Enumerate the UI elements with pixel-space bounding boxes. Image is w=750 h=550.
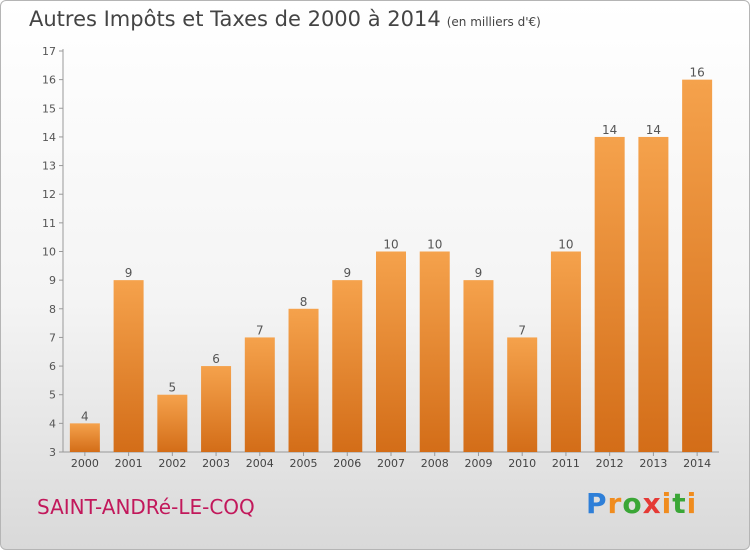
- bar: [507, 337, 538, 452]
- data-label: 16: [689, 66, 704, 80]
- y-tick-label: 16: [42, 74, 56, 87]
- bar: [594, 136, 625, 452]
- bar: [201, 366, 232, 452]
- proxiti-logo[interactable]: Proxiti: [586, 487, 698, 520]
- chart-subtitle: (en milliers d'€): [446, 15, 541, 29]
- y-tick-label: 3: [49, 446, 56, 459]
- y-tick-label: 10: [42, 246, 56, 259]
- data-label: 10: [558, 238, 573, 252]
- x-tick-label: 2010: [508, 457, 536, 470]
- data-label: 14: [602, 123, 617, 137]
- x-tick-label: 2006: [333, 457, 361, 470]
- x-tick-label: 2000: [71, 457, 99, 470]
- data-label: 14: [646, 123, 661, 137]
- bar: [244, 337, 275, 452]
- x-tick-label: 2011: [552, 457, 580, 470]
- data-label: 9: [343, 266, 351, 280]
- x-tick-label: 2005: [290, 457, 318, 470]
- bar: [550, 251, 581, 452]
- data-label: 10: [427, 238, 442, 252]
- x-tick-label: 2003: [202, 457, 230, 470]
- bar: [638, 136, 669, 452]
- y-tick-label: 9: [49, 274, 56, 287]
- bar: [69, 423, 100, 452]
- data-label: 6: [212, 352, 220, 366]
- bar: [332, 280, 363, 452]
- data-label: 7: [256, 323, 264, 337]
- y-tick-label: 15: [42, 102, 56, 115]
- y-tick-label: 12: [42, 188, 56, 201]
- y-tick-label: 13: [42, 160, 56, 173]
- y-tick-label: 4: [49, 417, 56, 430]
- y-tick-label: 7: [49, 331, 56, 344]
- bar: [419, 251, 450, 452]
- y-tick-label: 5: [49, 389, 56, 402]
- y-tick-label: 14: [42, 131, 56, 144]
- title-text: Autres Impôts et Taxes de 2000 à 2014: [29, 7, 441, 31]
- x-tick-label: 2002: [158, 457, 186, 470]
- bar: [376, 251, 406, 452]
- x-tick-label: 2013: [639, 457, 667, 470]
- y-tick-label: 17: [42, 45, 56, 58]
- data-label: 10: [383, 238, 398, 252]
- bar: [113, 280, 144, 452]
- x-tick-label: 2004: [246, 457, 274, 470]
- bar: [288, 308, 319, 452]
- data-label: 8: [300, 295, 308, 309]
- data-label: 7: [518, 323, 526, 337]
- x-tick-label: 2001: [115, 457, 143, 470]
- data-label: 9: [475, 266, 483, 280]
- bar: [157, 394, 188, 452]
- x-tick-label: 2012: [596, 457, 624, 470]
- data-label: 4: [81, 409, 89, 423]
- data-label: 9: [125, 266, 133, 280]
- x-tick-label: 2008: [421, 457, 449, 470]
- x-tick-label: 2009: [464, 457, 492, 470]
- x-tick-label: 2014: [683, 457, 711, 470]
- chart-title: Autres Impôts et Taxes de 2000 à 2014 (en…: [29, 7, 541, 31]
- bar: [463, 280, 494, 452]
- data-label: 5: [169, 381, 177, 395]
- bar: [682, 79, 713, 453]
- x-tick-label: 2007: [377, 457, 405, 470]
- y-tick-label: 11: [42, 217, 56, 230]
- y-tick-label: 6: [49, 360, 56, 373]
- y-tick-label: 8: [49, 303, 56, 316]
- commune-name: SAINT-ANDRé-LE-COQ: [37, 495, 255, 519]
